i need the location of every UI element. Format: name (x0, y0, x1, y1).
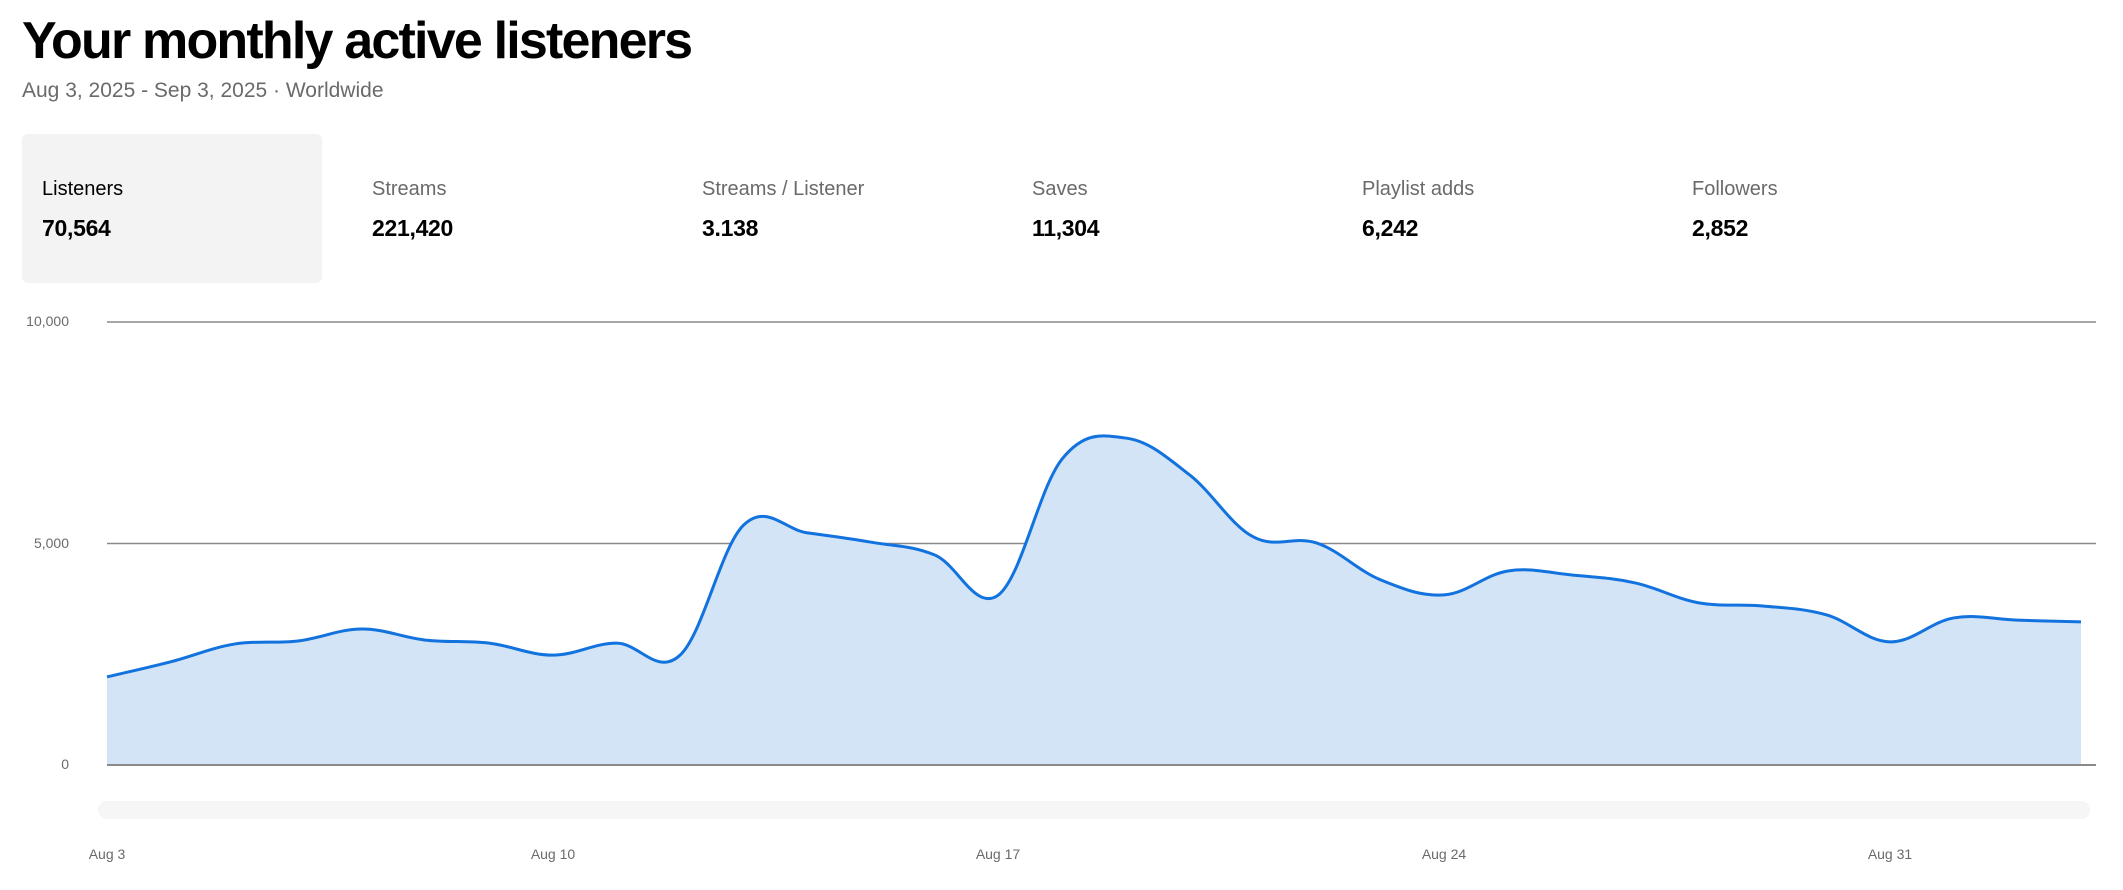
area-fill (107, 435, 2081, 765)
metric-value: 2,852 (1692, 215, 1749, 241)
x-tick-label: Aug 17 (975, 846, 1021, 862)
tab-listeners[interactable]: Listeners 70,564 (22, 134, 322, 283)
metric-label: Listeners (42, 178, 124, 200)
y-tick-label: 5,000 (33, 535, 69, 551)
y-tick-label: 10,000 (26, 313, 69, 329)
page-title: Your monthly active listeners (22, 12, 693, 70)
date-range-subtitle: Aug 3, 2025 - Sep 3, 2025 · Worldwide (22, 79, 384, 102)
tab-saves[interactable]: Saves 11,304 (1012, 134, 1342, 283)
tab-playlist-adds[interactable]: Playlist adds 6,242 (1342, 134, 1672, 283)
metric-label: Followers (1692, 178, 1778, 200)
metric-label: Saves (1032, 178, 1088, 200)
tab-streams[interactable]: Streams 221,420 (352, 134, 682, 283)
metric-label: Streams / Listener (702, 178, 865, 200)
metric-value: 70,564 (42, 215, 111, 241)
metric-label: Playlist adds (1362, 178, 1475, 200)
data-line (106, 434, 2082, 679)
x-tick-label: Aug 10 (530, 846, 576, 862)
x-tick-label: Aug 24 (1421, 846, 1467, 862)
metric-tabs: Listeners 70,564 Streams 221,420 Streams… (22, 134, 2002, 283)
metric-label: Streams (372, 178, 447, 200)
metric-value: 3.138 (702, 215, 759, 241)
metric-value: 6,242 (1362, 215, 1419, 241)
y-tick-label: 0 (61, 756, 69, 772)
metric-value: 221,420 (372, 215, 454, 241)
metric-value: 11,304 (1032, 215, 1100, 241)
tab-streams-per-listener[interactable]: Streams / Listener 3.138 (682, 134, 1012, 283)
x-tick-label: Aug 31 (1867, 846, 1913, 862)
x-tick-label: Aug 3 (88, 846, 126, 862)
tab-followers[interactable]: Followers 2,852 (1672, 134, 2002, 283)
chart-range-scrollbar[interactable] (98, 801, 2090, 819)
